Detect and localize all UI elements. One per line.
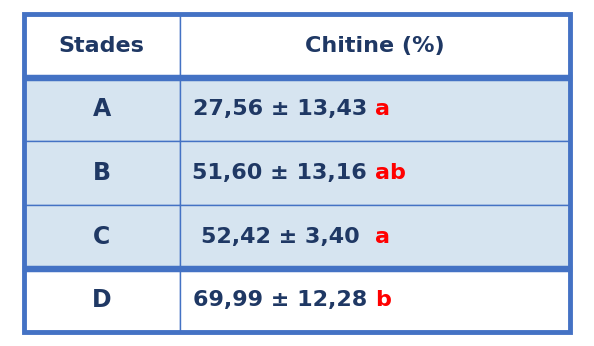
Bar bbox=[24, 141, 179, 205]
Text: 52,42 ± 3,40: 52,42 ± 3,40 bbox=[201, 227, 375, 247]
Text: a: a bbox=[375, 99, 390, 119]
Text: a: a bbox=[375, 227, 390, 247]
Text: Chitine (%): Chitine (%) bbox=[305, 36, 445, 56]
Text: C: C bbox=[93, 225, 110, 249]
Text: Stades: Stades bbox=[59, 36, 144, 56]
Bar bbox=[179, 14, 570, 78]
Bar bbox=[179, 268, 570, 332]
Text: 51,60 ± 13,16: 51,60 ± 13,16 bbox=[192, 163, 375, 183]
Bar bbox=[179, 141, 570, 205]
Text: b: b bbox=[375, 290, 391, 310]
Bar bbox=[179, 205, 570, 268]
Text: D: D bbox=[92, 288, 112, 312]
Bar bbox=[24, 14, 179, 78]
Text: B: B bbox=[93, 161, 110, 185]
Bar bbox=[179, 78, 570, 141]
Bar bbox=[24, 268, 179, 332]
Bar bbox=[24, 78, 179, 141]
Text: 27,56 ± 13,43: 27,56 ± 13,43 bbox=[193, 99, 375, 119]
Text: 69,99 ± 12,28: 69,99 ± 12,28 bbox=[193, 290, 375, 310]
Text: A: A bbox=[93, 97, 110, 121]
Bar bbox=[24, 205, 179, 268]
Text: ab: ab bbox=[375, 163, 406, 183]
